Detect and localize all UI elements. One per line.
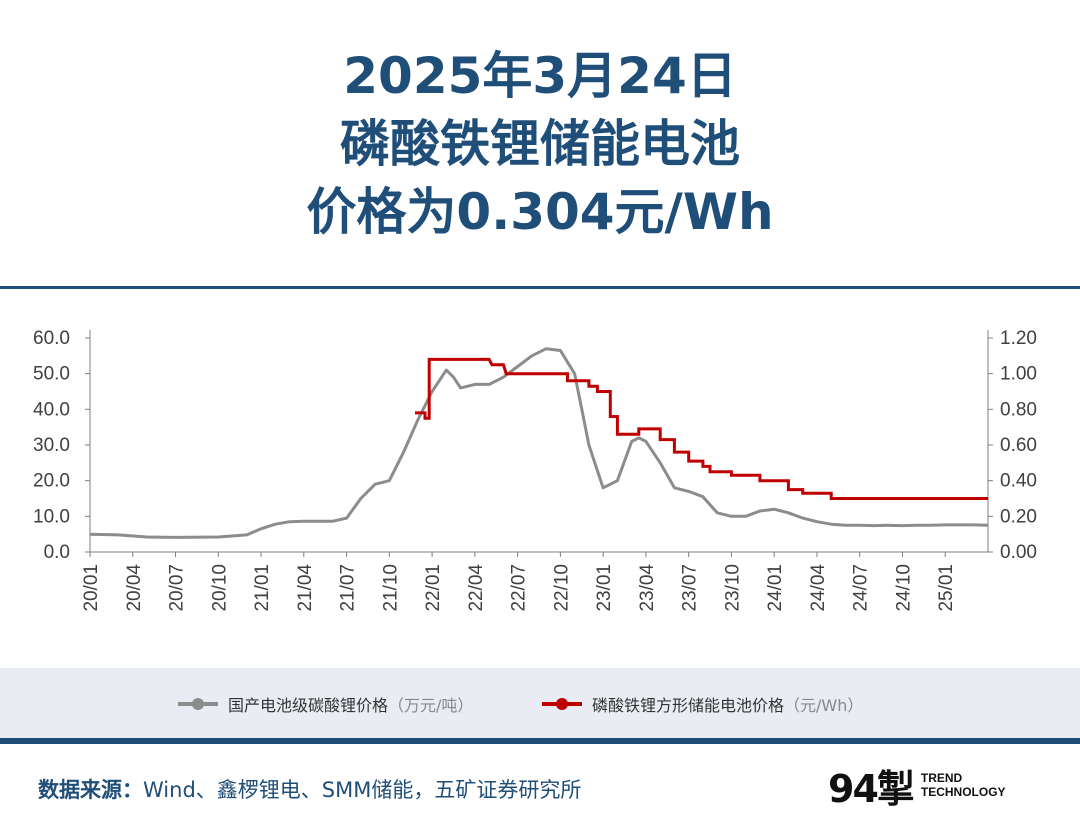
y-left-tick-label: 60.0: [33, 328, 70, 349]
brand-text: TREND TECHNOLOGY: [921, 771, 1006, 799]
x-tick-label: 20/07: [167, 564, 188, 612]
y-right-tick-label: 0.20: [1000, 506, 1037, 527]
x-tick-label: 23/01: [594, 564, 615, 612]
legend-gray-line-icon: [178, 698, 218, 710]
legend-red-line-icon: [542, 698, 582, 710]
brand-mark: 94掣: [828, 766, 915, 811]
y-right-tick-label: 1.20: [1000, 328, 1037, 349]
data-source: 数据来源：Wind、鑫椤锂电、SMM储能，五矿证券研究所: [38, 774, 581, 804]
x-tick-label: 22/07: [509, 564, 530, 612]
legend-item-lfp-battery: 磷酸铁锂方形储能电池价格 （元/Wh）: [542, 692, 863, 716]
series-lithium-carbonate-line: [89, 347, 989, 539]
y-left-tick-label: 10.0: [33, 506, 70, 527]
series-lfp-battery-line: [415, 357, 988, 500]
headline-price: 价格为0.304元/Wh: [306, 183, 774, 241]
bottom-divider: [0, 738, 1080, 744]
x-tick-label: 23/07: [680, 564, 701, 612]
x-tick-label: 22/01: [423, 564, 444, 612]
x-tick-label: 24/10: [893, 564, 914, 612]
brand-logo: 94掣 TREND TECHNOLOGY: [828, 760, 1006, 811]
x-tick-label: 22/10: [551, 564, 572, 612]
x-tick-label: 23/04: [637, 564, 658, 612]
legend-band: [0, 668, 1080, 738]
y-left-tick-label: 30.0: [33, 435, 70, 456]
y-left-tick-label: 40.0: [33, 399, 70, 420]
brand-text-line1: TREND: [920, 771, 963, 785]
top-divider: [0, 286, 1080, 289]
legend-item-lithium-carbonate: 国产电池级碳酸锂价格 （万元/吨）: [178, 692, 473, 716]
x-tick-label: 20/04: [124, 564, 145, 612]
legend-unit-lithium-carbonate: （万元/吨）: [388, 696, 474, 715]
x-tick-label: 21/07: [338, 564, 359, 612]
data-source-text: Wind、鑫椤锂电、SMM储能，五矿证券研究所: [143, 778, 582, 802]
legend-label-lfp-battery: 磷酸铁锂方形储能电池价格: [592, 696, 785, 715]
x-tick-label: 21/04: [295, 564, 316, 612]
y-right-tick-label: 0.80: [1000, 399, 1037, 420]
headline-date: 2025年3月24日: [343, 47, 737, 105]
brand-text-line2: TECHNOLOGY: [920, 785, 1006, 799]
x-tick-label: 24/01: [765, 564, 786, 612]
x-tick-label: 20/01: [81, 564, 102, 612]
y-left-tick-label: 20.0: [33, 471, 70, 492]
x-tick-label: 24/07: [851, 564, 872, 612]
y-left-tick-label: 0.0: [44, 542, 70, 563]
x-tick-label: 20/10: [209, 564, 230, 612]
headline-product: 磷酸铁锂储能电池: [340, 115, 740, 173]
data-source-label: 数据来源：: [38, 778, 143, 802]
y-right-tick-label: 0.00: [1000, 542, 1037, 563]
x-tick-label: 21/01: [252, 564, 273, 612]
x-tick-label: 21/10: [380, 564, 401, 612]
legend-label-lithium-carbonate: 国产电池级碳酸锂价格: [228, 696, 389, 715]
y-right-tick-label: 0.40: [1000, 471, 1037, 492]
legend-unit-lfp-battery: （元/Wh）: [784, 696, 864, 715]
price-chart: 0.0 10.0 20.0 30.0 40.0 50.0 60.0 0.00 0.20 0.40 0…: [33, 328, 1037, 612]
y-left-tick-label: 50.0: [33, 364, 70, 385]
x-tick-label: 25/01: [936, 564, 957, 612]
x-tick-label: 24/04: [808, 564, 829, 612]
y-right-tick-label: 1.00: [1000, 364, 1037, 385]
y-right-tick-label: 0.60: [1000, 435, 1037, 456]
x-tick-label: 22/04: [466, 564, 487, 612]
x-tick-label: 23/10: [722, 564, 743, 612]
